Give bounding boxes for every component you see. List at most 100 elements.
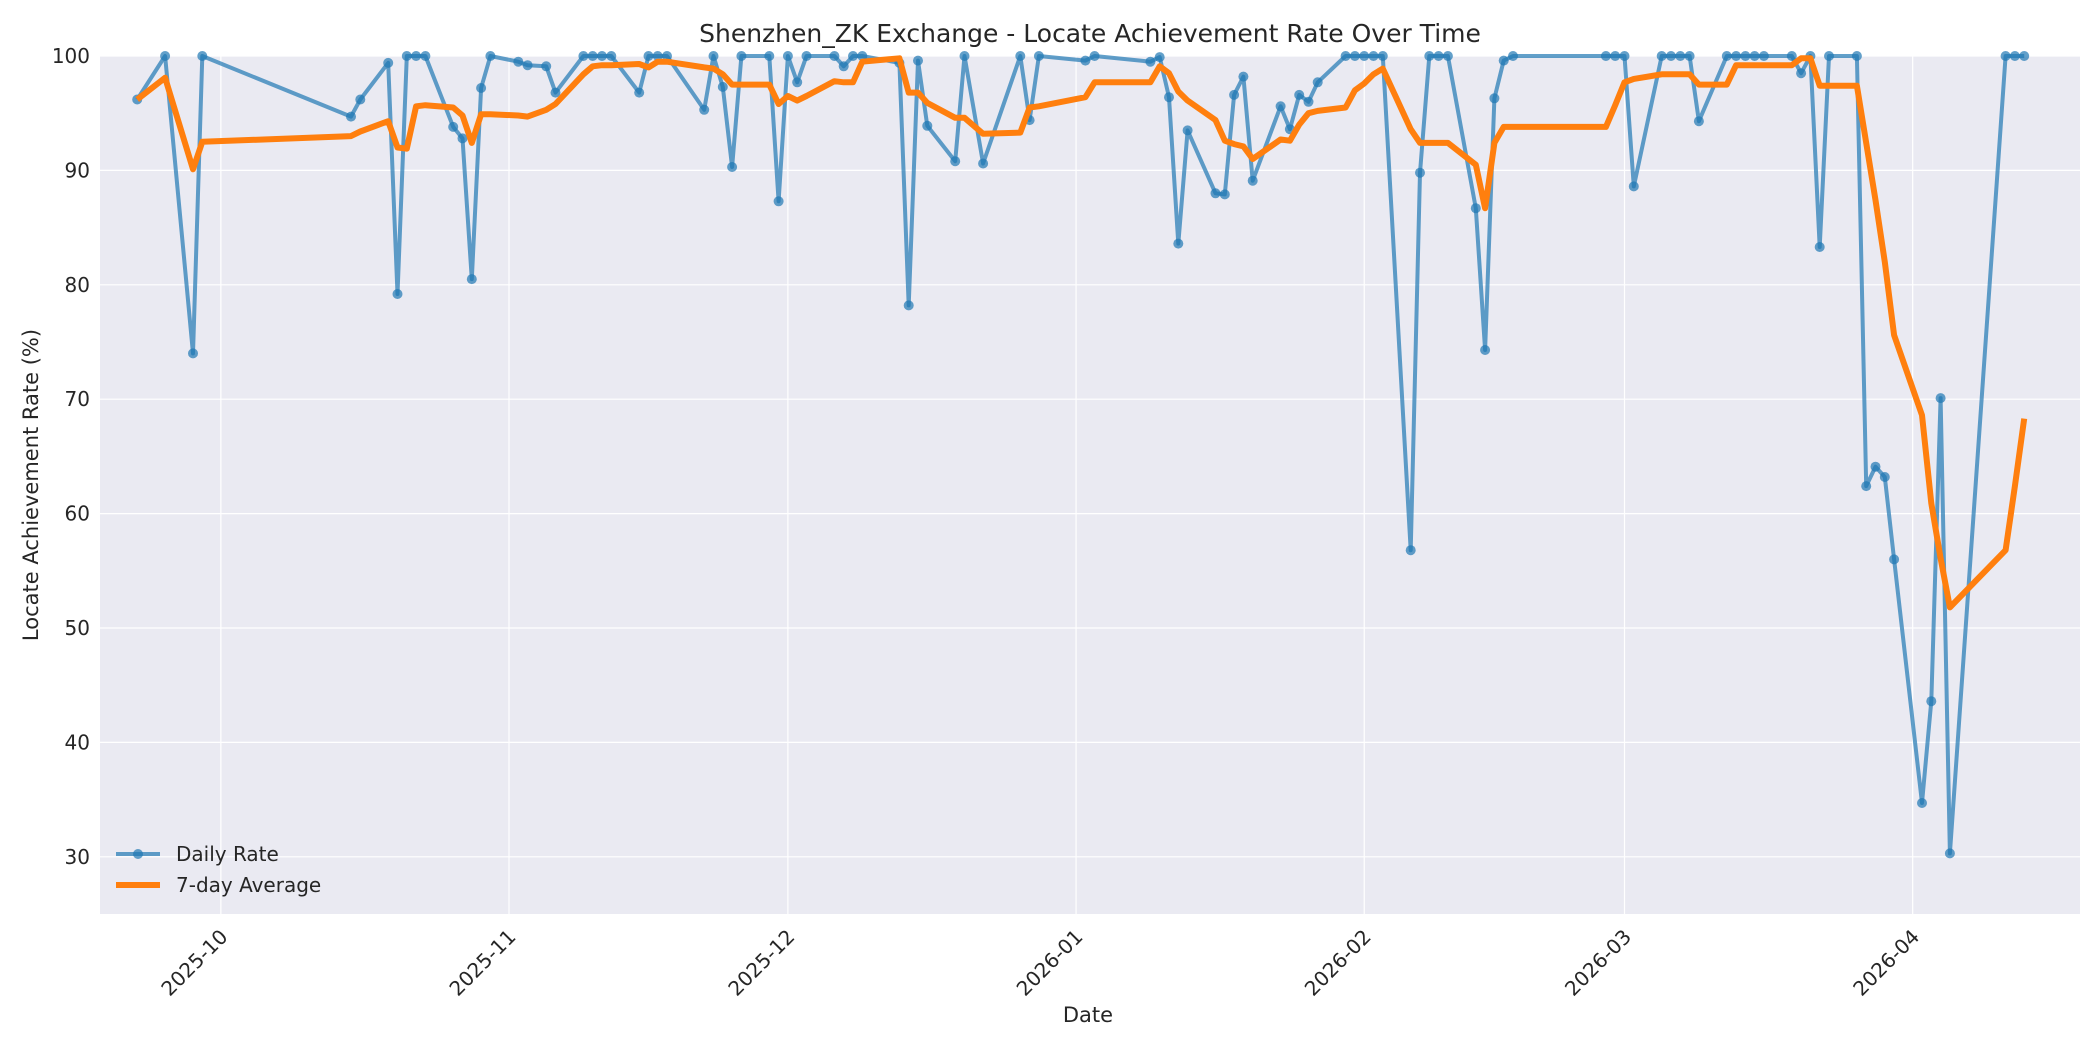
data-point-daily-rate bbox=[1870, 461, 1881, 472]
data-point-daily-rate bbox=[2019, 51, 2030, 61]
data-point-daily-rate bbox=[1740, 51, 1751, 61]
data-point-daily-rate bbox=[978, 158, 989, 169]
data-point-daily-rate bbox=[1619, 51, 1630, 61]
data-point-daily-rate bbox=[634, 87, 645, 98]
data-point-daily-rate bbox=[1229, 89, 1240, 100]
data-point-daily-rate bbox=[838, 61, 849, 72]
data-point-daily-rate bbox=[727, 162, 738, 172]
data-point-daily-rate bbox=[1182, 125, 1193, 136]
data-point-daily-rate bbox=[1926, 696, 1937, 707]
data-point-daily-rate bbox=[1238, 71, 1249, 82]
y-tick-label: 60 bbox=[65, 502, 90, 526]
data-point-daily-rate bbox=[1359, 51, 1370, 61]
data-point-daily-rate bbox=[550, 87, 561, 98]
data-point-daily-rate bbox=[1164, 92, 1174, 103]
data-point-daily-rate bbox=[1814, 242, 1825, 252]
data-point-daily-rate bbox=[643, 51, 654, 61]
data-point-daily-rate bbox=[1786, 51, 1797, 61]
data-point-daily-rate bbox=[1377, 51, 1388, 61]
data-point-daily-rate bbox=[587, 51, 598, 61]
data-point-daily-rate bbox=[355, 94, 366, 105]
data-point-daily-rate bbox=[1935, 393, 1946, 404]
data-point-daily-rate bbox=[801, 51, 812, 61]
data-point-daily-rate bbox=[1656, 51, 1667, 61]
y-tick-label: 80 bbox=[65, 273, 90, 297]
data-point-daily-rate bbox=[1173, 238, 1184, 249]
data-point-daily-rate bbox=[188, 348, 198, 359]
data-point-daily-rate bbox=[392, 289, 403, 299]
data-point-daily-rate bbox=[448, 121, 459, 132]
data-point-daily-rate bbox=[736, 51, 747, 61]
data-point-daily-rate bbox=[401, 51, 412, 61]
data-point-daily-rate bbox=[1433, 51, 1444, 61]
data-point-daily-rate bbox=[1675, 51, 1686, 61]
data-point-daily-rate bbox=[1489, 93, 1500, 104]
data-point-daily-rate bbox=[466, 274, 477, 285]
data-point-daily-rate bbox=[1721, 51, 1732, 61]
x-tick-label: 2026-02 bbox=[1300, 925, 1376, 1001]
data-point-daily-rate bbox=[1944, 848, 1955, 859]
data-point-daily-rate bbox=[1470, 203, 1481, 214]
data-point-daily-rate bbox=[764, 51, 775, 61]
data-point-daily-rate bbox=[1275, 101, 1286, 112]
data-point-daily-rate bbox=[1080, 55, 1091, 66]
data-point-daily-rate bbox=[1033, 51, 1044, 61]
data-point-daily-rate bbox=[1368, 51, 1379, 61]
data-point-daily-rate bbox=[959, 51, 970, 61]
data-point-daily-rate bbox=[1312, 77, 1323, 88]
data-point-daily-rate bbox=[1508, 51, 1518, 61]
data-point-daily-rate bbox=[597, 51, 607, 61]
data-point-daily-rate bbox=[1796, 68, 1807, 79]
y-tick-label: 50 bbox=[65, 616, 90, 640]
data-point-daily-rate bbox=[1917, 798, 1927, 808]
data-point-daily-rate bbox=[1340, 51, 1351, 61]
plot-background bbox=[100, 56, 2080, 914]
legend-label-7-day-average: 7-day Average bbox=[176, 873, 321, 897]
data-point-daily-rate bbox=[2000, 51, 2011, 61]
data-point-daily-rate bbox=[1758, 51, 1769, 61]
data-point-daily-rate bbox=[652, 51, 663, 61]
data-point-daily-rate bbox=[1303, 96, 1314, 107]
series-line-7-day-average bbox=[135, 55, 2028, 611]
data-point-daily-rate bbox=[848, 51, 858, 61]
y-tick-label: 90 bbox=[65, 158, 90, 182]
legend-marker-daily-rate bbox=[133, 849, 143, 859]
data-point-daily-rate bbox=[708, 51, 719, 61]
x-tick-label: 2025-10 bbox=[156, 925, 232, 1001]
y-tick-label: 100 bbox=[52, 44, 90, 68]
data-point-daily-rate bbox=[1015, 51, 1026, 61]
data-point-daily-rate bbox=[420, 51, 431, 61]
data-point-daily-rate bbox=[829, 51, 840, 61]
x-tick-label: 2025-12 bbox=[723, 925, 799, 1001]
data-point-daily-rate bbox=[522, 60, 533, 71]
x-axis-label: Date bbox=[1063, 1003, 1113, 1027]
y-axis-label: Locate Achievement Rate (%) bbox=[19, 329, 43, 641]
data-point-daily-rate bbox=[541, 61, 552, 72]
data-point-daily-rate bbox=[1145, 56, 1156, 67]
data-point-daily-rate bbox=[383, 57, 394, 68]
data-point-daily-rate bbox=[792, 77, 803, 88]
data-point-daily-rate bbox=[1861, 481, 1872, 492]
y-tick-label: 40 bbox=[65, 730, 90, 754]
data-point-daily-rate bbox=[1879, 472, 1890, 482]
data-point-daily-rate bbox=[346, 111, 356, 122]
data-point-daily-rate bbox=[1498, 55, 1509, 66]
data-point-daily-rate bbox=[1294, 89, 1305, 100]
x-tick-label: 2026-01 bbox=[1012, 925, 1088, 1001]
data-point-daily-rate bbox=[1731, 51, 1742, 61]
y-axis: 30 40 50 60 70 80 90 100 bbox=[52, 44, 90, 869]
x-tick-label: 2026-04 bbox=[1848, 925, 1924, 1001]
y-tick-label: 70 bbox=[65, 387, 90, 411]
data-point-daily-rate bbox=[950, 156, 961, 167]
data-point-daily-rate bbox=[1219, 189, 1230, 200]
data-point-daily-rate bbox=[1749, 51, 1760, 61]
data-point-daily-rate bbox=[1424, 51, 1435, 61]
data-point-daily-rate bbox=[1610, 51, 1621, 61]
data-point-daily-rate bbox=[1089, 51, 1100, 61]
data-point-daily-rate bbox=[513, 56, 524, 67]
data-point-daily-rate bbox=[2009, 51, 2020, 61]
data-point-daily-rate bbox=[1405, 545, 1416, 556]
data-point-daily-rate bbox=[1851, 51, 1862, 61]
legend: Daily Rate 7-day Average bbox=[116, 842, 321, 897]
